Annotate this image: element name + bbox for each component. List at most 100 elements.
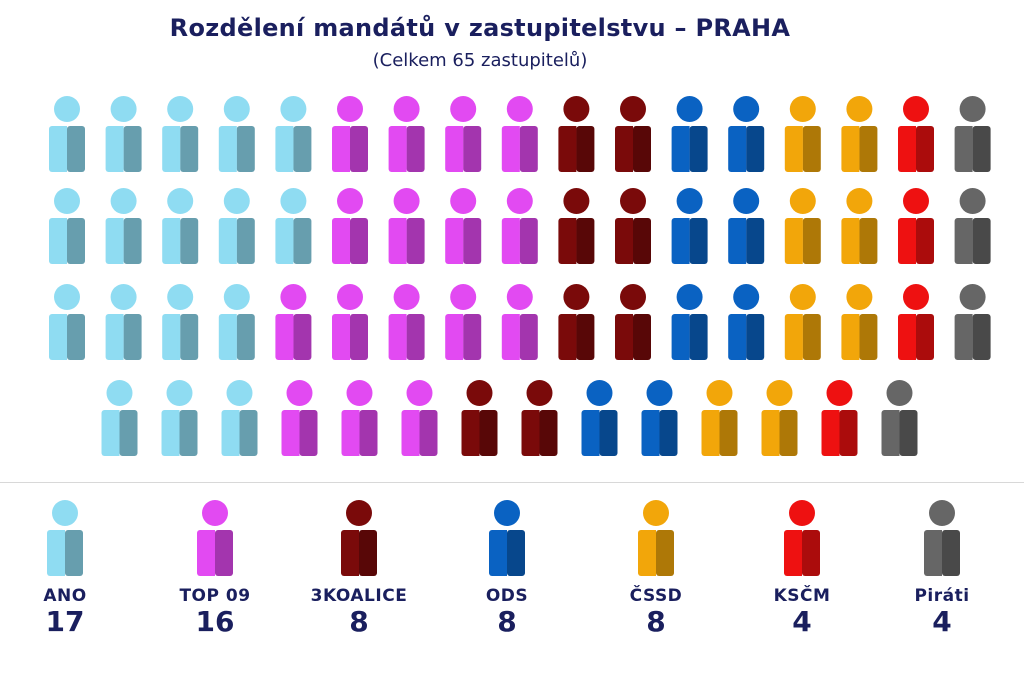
seat-icon-cssd [841,96,878,172]
seat-icon-3koalice [615,284,651,360]
legend-person-3koalice [341,500,377,576]
legend-label: ANO [43,586,87,606]
seat-icon-ano [221,380,258,456]
legend-label: ČSSD [629,586,683,606]
seat-icon-ods [728,96,765,172]
seat-icon-top09 [445,188,482,264]
seat-icon-top09 [388,284,425,360]
seat-icon-3koalice [615,188,651,264]
legend-person-icon [638,500,674,576]
legend-label: Piráti [914,586,970,606]
seat-icon-ano [105,284,142,360]
seat-icon-cssd [761,380,798,456]
seat-icon-ods [641,380,678,456]
legend-item-cssd: ČSSD 8 [581,500,731,638]
pictogram-chart [49,96,991,456]
legend-person-top09 [197,500,233,576]
legend-count: 16 [195,605,235,638]
legend-person-icon [47,500,83,576]
seat-icon-ano [275,96,312,172]
seat-icon-cssd [784,188,821,264]
seat-icon-top09 [332,188,368,264]
legend-person-pirati [924,500,960,576]
seat-icon-3koalice [558,96,595,172]
legend-person-icon [924,500,960,576]
seat-icon-3koalice [615,96,651,172]
seat-icon-cssd [784,284,821,360]
chart-title: Rozdělení mandátů v zastupitelstvu – PRA… [169,14,791,42]
legend-count: 8 [646,605,666,638]
seat-icon-top09 [501,96,538,172]
chart-subtitle: (Celkem 65 zastupitelů) [372,50,588,71]
legend-count: 8 [349,605,369,638]
seat-icon-3koalice [558,188,595,264]
legend-person-icon [197,500,233,576]
legend-person-ods [489,500,525,576]
legend-label: TOP 09 [179,586,251,606]
legend-person-icon [489,500,525,576]
seat-icon-ods [671,96,708,172]
legend-count: 17 [45,605,85,638]
seat-icon-3koalice [461,380,498,456]
legend-item-top09: TOP 09 16 [140,500,290,638]
seat-icon-top09 [388,188,425,264]
seat-icon-cssd [841,188,878,264]
seat-icon-ods [671,284,708,360]
legend-count: 8 [497,605,517,638]
seat-icon-top09 [275,284,312,360]
seat-icon-cssd [841,284,878,360]
seat-icon-3koalice [558,284,595,360]
seat-icon-ano [218,188,255,264]
seat-icon-pirati [954,188,991,264]
seat-icon-cssd [784,96,821,172]
seat-icon-top09 [281,380,318,456]
legend-item-ano: ANO 17 [0,500,140,638]
seat-icon-kscm [821,380,858,456]
seat-icon-kscm [898,188,934,264]
seat-icon-top09 [501,188,538,264]
seat-icon-top09 [501,284,538,360]
legend-item-kscm: KSČM 4 [727,500,877,638]
seat-icon-kscm [898,96,934,172]
legend-person-ano [47,500,83,576]
legend-person-icon [784,500,820,576]
seat-icon-ano [49,188,85,264]
seat-icon-top09 [332,96,368,172]
legend-label: KSČM [773,586,831,606]
legend-label: ODS [485,586,529,606]
seat-icon-ano [162,284,199,360]
seat-icon-ano [49,96,85,172]
seat-icon-ano [218,96,255,172]
seat-icon-ano [275,188,312,264]
legend-item-ods: ODS 8 [432,500,582,638]
seat-icon-top09 [445,284,482,360]
legend-person-cssd [638,500,674,576]
seat-icon-ods [581,380,618,456]
seat-icon-ano [101,380,138,456]
seat-icon-cssd [701,380,738,456]
legend-person-icon [341,500,377,576]
legend-item-3koalice: 3KOALICE 8 [284,500,434,638]
seat-icon-kscm [898,284,934,360]
seat-icon-ano [161,380,198,456]
seat-icon-top09 [341,380,378,456]
legend-label: 3KOALICE [310,586,408,606]
seat-icon-ods [671,188,708,264]
seat-icon-ano [162,188,199,264]
seat-icon-ano [162,96,199,172]
seat-icon-ods [728,188,765,264]
seat-icon-top09 [388,96,425,172]
legend-item-pirati: Piráti 4 [867,500,1017,638]
seat-icon-pirati [954,284,991,360]
seat-icon-top09 [445,96,482,172]
seat-icon-3koalice [521,380,558,456]
seat-icon-top09 [332,284,368,360]
divider [0,482,1024,483]
seat-icon-ano [105,96,142,172]
seat-icon-ano [218,284,255,360]
seat-icon-ano [49,284,85,360]
legend-count: 4 [932,605,952,638]
seat-icon-ods [728,284,765,360]
legend-count: 4 [792,605,812,638]
legend-person-kscm [784,500,820,576]
